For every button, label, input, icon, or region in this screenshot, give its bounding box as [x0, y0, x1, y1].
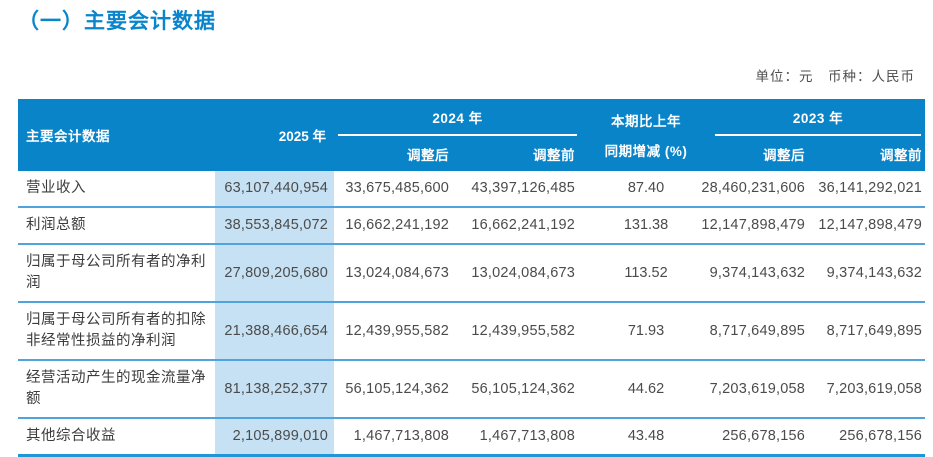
value-2024-adjusted: 13,024,084,673: [345, 264, 449, 281]
header-change-line2: 同期增减 (%): [604, 144, 688, 160]
row-label: 营业收入: [26, 180, 86, 197]
value-2024-adjusted: 56,105,124,362: [345, 380, 449, 397]
value-2025: 38,553,845,072: [215, 208, 334, 244]
header-change-line1: 本期比上年: [611, 114, 681, 130]
value-2024-adjusted: 12,439,955,582: [345, 322, 449, 339]
value-2025: 63,107,440,954: [215, 171, 334, 207]
value-2025: 81,138,252,377: [215, 361, 334, 418]
value-2024-adjusted: 1,467,713,808: [353, 428, 449, 445]
header-year-2024: 2024 年: [432, 110, 483, 126]
value-2023-original: 8,717,649,895: [826, 322, 922, 339]
row-label: 其他综合收益: [26, 428, 116, 445]
value-2023-adjusted: 7,203,619,058: [709, 380, 805, 397]
row-label: 归属于母公司所有者的净利润: [26, 254, 206, 292]
table-body: 营业收入 63,107,440,954 33,675,485,600 43,39…: [18, 171, 925, 457]
header-year-2023: 2023 年: [792, 110, 844, 126]
row-label: 归属于母公司所有者的扣除非经常性损益的净利润: [26, 312, 206, 350]
unit-currency-note: 单位：元 币种：人民币: [755, 69, 915, 85]
value-change-pct: 44.62: [627, 380, 665, 397]
header-group-2023: 2023 年 调整后 调整前: [711, 99, 925, 171]
value-2023-original: 36,141,292,021: [818, 180, 922, 197]
value-change-pct: 131.38: [623, 217, 669, 234]
value-2024-original: 43,397,126,485: [471, 180, 575, 197]
value-change-pct: 87.40: [627, 180, 665, 197]
table-row: 归属于母公司所有者的扣除非经常性损益的净利润 21,388,466,654 12…: [18, 303, 925, 362]
value-2025: 21,388,466,654: [215, 303, 334, 360]
table-row: 其他综合收益 2,105,899,010 1,467,713,808 1,467…: [18, 419, 925, 455]
header-2024-adjusted-after: 调整后: [407, 147, 449, 163]
table-row: 经营活动产生的现金流量净额 81,138,252,377 56,105,124,…: [18, 361, 925, 420]
value-change-pct: 113.52: [624, 264, 668, 281]
header-group-2024: 2024 年 调整后 调整前: [334, 99, 581, 171]
table-header: 主要会计数据 2025 年 2024 年 调整后 调整前 本期比上年 同期增减 …: [18, 99, 925, 172]
value-2024-original: 1,467,713,808: [479, 428, 575, 445]
section-title: （一）主要会计数据: [18, 10, 216, 33]
value-2023-original: 12,147,898,479: [818, 217, 922, 234]
header-year-2025: 2025 年: [278, 129, 326, 145]
accounting-data-table: 主要会计数据 2025 年 2024 年 调整后 调整前 本期比上年 同期增减 …: [18, 99, 925, 457]
value-2023-original: 9,374,143,632: [826, 264, 922, 281]
value-2024-adjusted: 33,675,485,600: [345, 180, 449, 197]
value-2024-adjusted: 16,662,241,192: [345, 217, 449, 234]
value-2023-adjusted: 28,460,231,606: [701, 180, 805, 197]
value-2023-adjusted: 256,678,156: [722, 428, 805, 445]
header-2023-adjusted-after: 调整后: [763, 147, 805, 163]
header-2023-adjusted-before: 调整前: [880, 147, 922, 163]
header-change-pct: 本期比上年 同期增减 (%): [581, 99, 711, 171]
value-2023-original: 256,678,156: [839, 428, 922, 445]
header-label-col: 主要会计数据: [26, 129, 110, 145]
header-underline-2023: [715, 134, 921, 137]
value-2024-original: 16,662,241,192: [471, 217, 575, 234]
value-2023-adjusted: 9,374,143,632: [709, 264, 805, 281]
table-row: 营业收入 63,107,440,954 33,675,485,600 43,39…: [18, 171, 925, 209]
row-label: 利润总额: [26, 217, 86, 234]
row-label: 经营活动产生的现金流量净额: [26, 370, 206, 408]
value-2025: 27,809,205,680: [215, 245, 334, 302]
value-2024-original: 13,024,084,673: [471, 264, 575, 281]
header-underline-2024: [338, 134, 577, 137]
table-row: 利润总额 38,553,845,072 16,662,241,192 16,66…: [18, 208, 925, 246]
value-2025: 2,105,899,010: [215, 419, 334, 455]
table-row: 归属于母公司所有者的净利润 27,809,205,680 13,024,084,…: [18, 245, 925, 304]
value-change-pct: 71.93: [627, 322, 665, 339]
header-2024-adjusted-before: 调整前: [533, 147, 575, 163]
value-2023-adjusted: 12,147,898,479: [701, 217, 805, 234]
value-2023-adjusted: 8,717,649,895: [709, 322, 805, 339]
value-2024-original: 12,439,955,582: [471, 322, 575, 339]
value-2024-original: 56,105,124,362: [471, 380, 575, 397]
value-2023-original: 7,203,619,058: [826, 380, 922, 397]
value-change-pct: 43.48: [627, 428, 665, 445]
